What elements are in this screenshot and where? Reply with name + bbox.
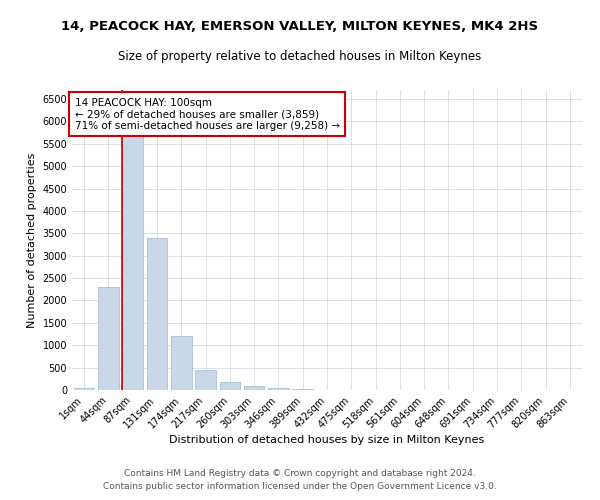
Bar [122,101,143,390]
Bar [244,386,265,390]
Text: Contains HM Land Registry data © Crown copyright and database right 2024.: Contains HM Land Registry data © Crown c… [124,468,476,477]
Bar [268,388,289,390]
Bar [195,370,216,390]
Bar [220,382,240,390]
Text: 14 PEACOCK HAY: 100sqm
← 29% of detached houses are smaller (3,859)
71% of semi-: 14 PEACOCK HAY: 100sqm ← 29% of detached… [74,98,340,130]
Bar [146,238,167,390]
Text: Size of property relative to detached houses in Milton Keynes: Size of property relative to detached ho… [118,50,482,63]
Bar [74,388,94,390]
Bar [292,389,313,390]
Y-axis label: Number of detached properties: Number of detached properties [27,152,37,328]
Bar [98,287,119,390]
Bar [171,336,191,390]
Text: 14, PEACOCK HAY, EMERSON VALLEY, MILTON KEYNES, MK4 2HS: 14, PEACOCK HAY, EMERSON VALLEY, MILTON … [61,20,539,33]
Text: Contains public sector information licensed under the Open Government Licence v3: Contains public sector information licen… [103,482,497,491]
X-axis label: Distribution of detached houses by size in Milton Keynes: Distribution of detached houses by size … [169,436,485,446]
